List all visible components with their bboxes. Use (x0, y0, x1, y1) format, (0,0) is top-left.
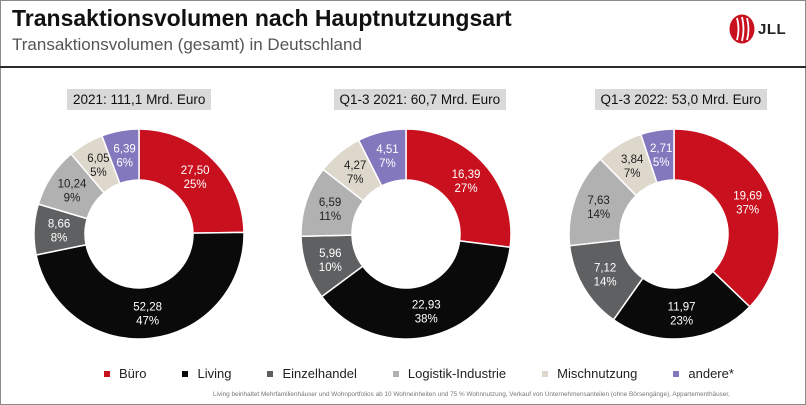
footnote: Living beinhaltet Mehrfamilienhäuser und… (213, 391, 730, 398)
slice-value-label: 8,66 (48, 219, 70, 231)
slice-percent-label: 5% (653, 157, 670, 169)
slice-value-label: 22,93 (412, 299, 441, 311)
slice-percent-label: 37% (736, 205, 759, 217)
donut-slice-b-ro (673, 128, 780, 308)
slice-value-label: 4,51 (376, 144, 398, 156)
legend-label: Mischnutzung (557, 366, 638, 381)
slice-percent-label: 5% (90, 167, 107, 179)
donut-slice-andere (357, 128, 407, 187)
legend-item: andere* (673, 366, 734, 381)
legend-label: Living (197, 366, 232, 381)
legend-swatch (267, 370, 274, 377)
donut-slice-andere (639, 128, 675, 184)
legend-swatch (104, 370, 110, 377)
slice-value-label: 27,50 (181, 165, 210, 177)
donut-slice-b-ro (405, 128, 512, 249)
slice-value-label: 4,27 (344, 160, 366, 172)
slice-percent-label: 6% (116, 157, 133, 169)
slice-value-label: 3,84 (621, 154, 644, 166)
slice-value-label: 6,39 (113, 143, 135, 155)
slice-value-label: 2,71 (650, 143, 672, 155)
slice-value-label: 19,69 (733, 191, 762, 203)
slice-value-label: 6,59 (319, 197, 341, 209)
logo-text: JLL (758, 20, 787, 38)
legend-item: Logistik-Industrie (392, 366, 507, 381)
legend-swatch (392, 370, 399, 377)
legend-label: Einzelhandel (282, 366, 357, 381)
slice-percent-label: 9% (64, 192, 81, 204)
chart-title: Q1-3 2022: 53,0 Mrd. Euro (594, 89, 768, 110)
legend-item: Büro (104, 366, 146, 381)
donut-slice-andere (100, 128, 140, 185)
slice-percent-label: 7% (624, 168, 641, 180)
slice-value-label: 7,63 (587, 195, 609, 207)
slice-percent-label: 23% (670, 316, 693, 328)
header-divider (0, 66, 806, 68)
slice-percent-label: 11% (319, 211, 341, 223)
donut-slice-living (320, 240, 511, 340)
donut-slice-living (612, 270, 751, 340)
page-subtitle: Transaktionsvolumen (gesamt) in Deutschl… (12, 35, 362, 54)
jll-logo: JLL (729, 13, 786, 45)
donut-slice-b-ro (138, 128, 245, 234)
page-title: Transaktionsvolumen nach Hauptnutzungsar… (12, 5, 512, 31)
chart-title: 2021: 111,1 Mrd. Euro (67, 89, 212, 110)
slice-value-label: 5,96 (319, 248, 341, 260)
legend-swatch (182, 370, 189, 377)
legend-swatch (542, 370, 549, 377)
jll-logo-icon (729, 14, 755, 44)
donut-slice-living (35, 231, 245, 340)
chart-title: Q1-3 2021: 60,7 Mrd. Euro (333, 89, 507, 110)
slice-percent-label: 25% (184, 179, 207, 191)
slice-percent-label: 7% (379, 158, 396, 170)
slice-percent-label: 14% (587, 209, 610, 221)
legend-label: Büro (119, 366, 147, 381)
legend-item: Mischnutzung (542, 366, 637, 381)
slice-percent-label: 10% (319, 262, 342, 274)
legend-swatch (673, 370, 680, 377)
slice-value-label: 10,24 (58, 178, 87, 190)
legend-label: andere* (688, 366, 734, 381)
slice-percent-label: 47% (136, 316, 159, 328)
slice-percent-label: 8% (51, 233, 68, 245)
slice-value-label: 11,97 (668, 302, 696, 314)
legend: Büro Living Einzelhandel Logistik-Industrie… (104, 366, 770, 381)
slice-percent-label: 38% (415, 313, 438, 325)
slice-value-label: 52,28 (133, 302, 162, 314)
legend-label: Logistik-Industrie (407, 366, 507, 381)
slice-percent-label: 7% (347, 174, 364, 186)
slice-value-label: 7,12 (594, 263, 616, 275)
legend-item: Einzelhandel (267, 366, 357, 381)
slice-percent-label: 27% (455, 183, 478, 195)
slice-value-label: 6,05 (87, 153, 109, 165)
legend-item: Living (182, 366, 231, 381)
slice-value-label: 16,39 (452, 169, 481, 181)
slice-percent-label: 14% (594, 277, 617, 289)
